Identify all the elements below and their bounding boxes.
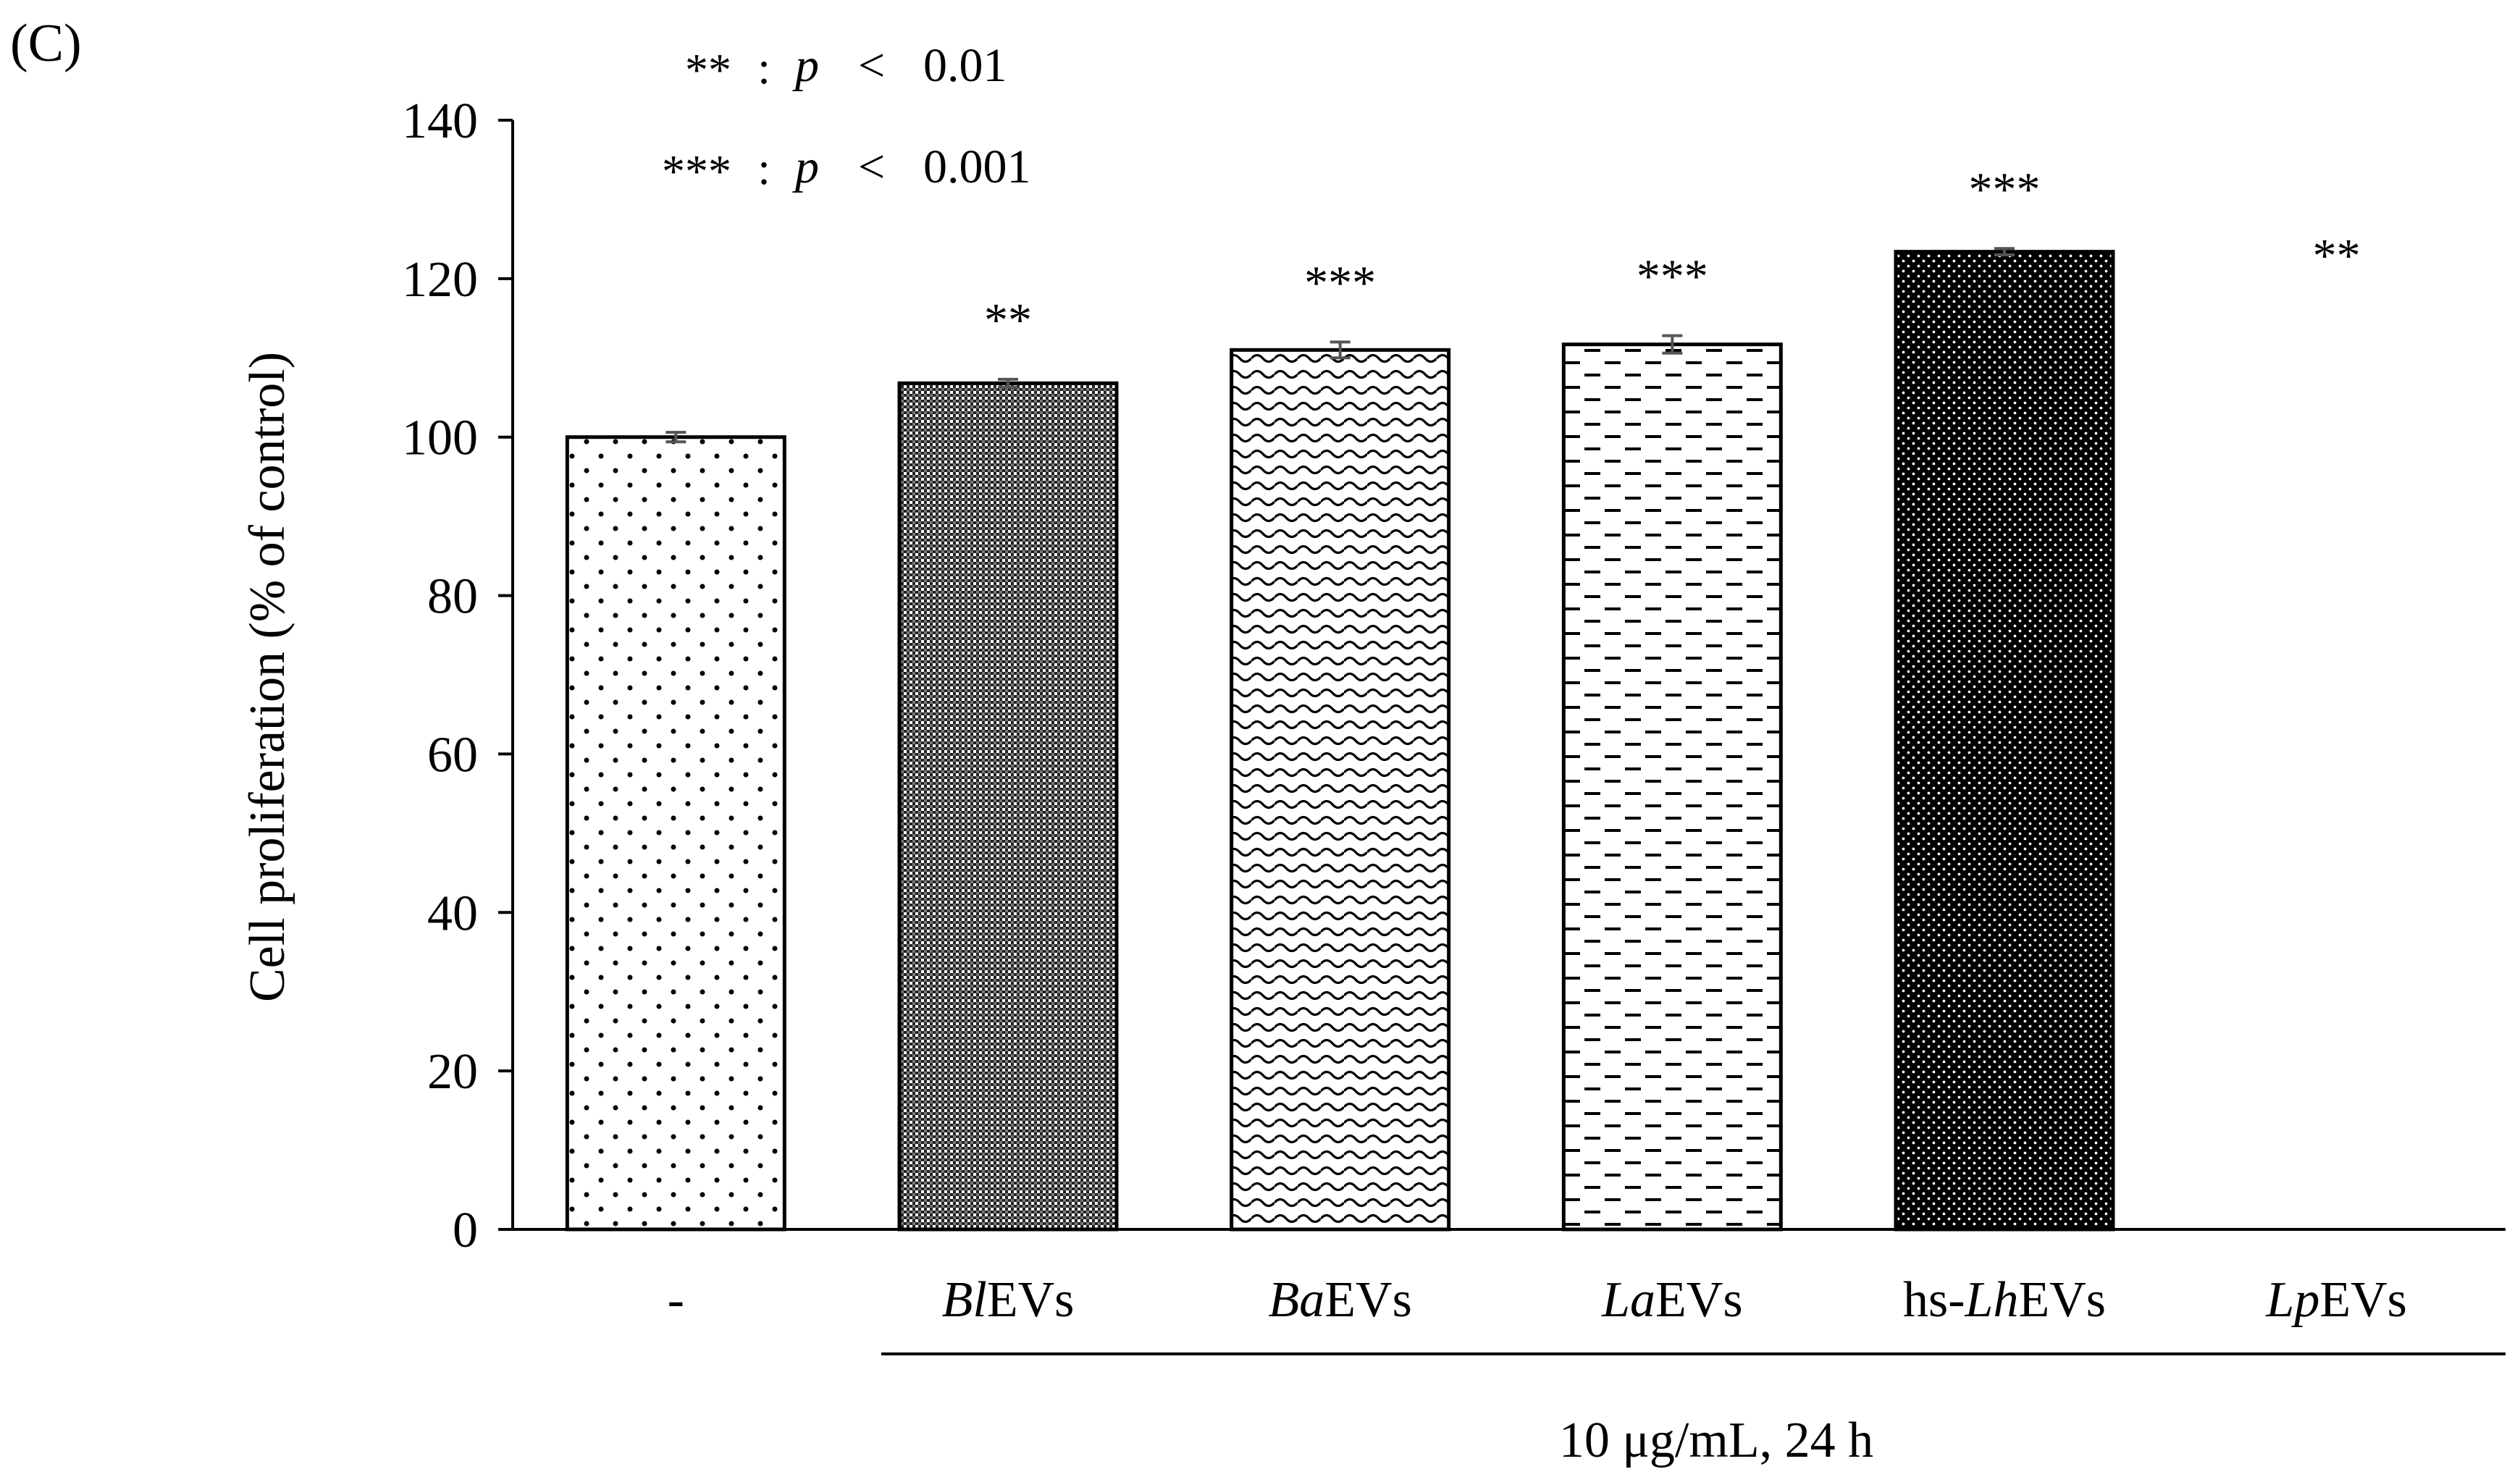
x-tick-label-part: EVs <box>987 1272 1075 1328</box>
y-tick-label: 0 <box>453 1203 478 1258</box>
legend-separator: : <box>757 143 770 194</box>
legend-comparator: < <box>858 39 885 92</box>
y-tick-label: 60 <box>427 727 478 783</box>
legend-entry: *** : p < 0.001 <box>662 140 1031 197</box>
panel-label: (C) <box>10 14 82 73</box>
x-tick-label-part: EVs <box>1324 1272 1412 1328</box>
bar <box>1561 342 1783 1232</box>
significance-label: *** <box>1304 256 1376 309</box>
legend-threshold: 0.001 <box>923 140 1031 193</box>
x-tick-label: BlEVs <box>942 1272 1075 1328</box>
significance-label: ** <box>984 294 1032 347</box>
x-tick-label: LaEVs <box>1601 1272 1743 1328</box>
x-tick-label-part: EVs <box>1655 1272 1743 1328</box>
y-axis-label: Cell proliferation (% of control) <box>240 352 295 1002</box>
bar <box>1230 348 1451 1232</box>
x-tick-label: - <box>668 1272 684 1328</box>
x-tick-labels: - BlEVs BaEVs LaEVs hs-LhEVs LpEVs <box>668 1272 2407 1328</box>
x-tick-label-part: - <box>668 1272 684 1328</box>
bar <box>1894 250 2115 1232</box>
y-tick-label: 40 <box>427 885 478 941</box>
x-axis-label: 10 μg/mL, 24 h <box>1559 1413 1873 1468</box>
significance-label: *** <box>1969 163 2041 216</box>
significance-label: *** <box>1637 251 1708 303</box>
legend-comparator: < <box>858 140 885 193</box>
x-tick-label: hs-LhEVs <box>1903 1272 2106 1328</box>
x-tick-label-part: Ba <box>1269 1272 1325 1328</box>
x-tick-label: LpEVs <box>2265 1272 2407 1328</box>
x-tick-label-part: EVs <box>2319 1272 2407 1328</box>
y-tick-label: 100 <box>402 411 478 466</box>
significance-labels: ***** ******** <box>984 163 2361 347</box>
y-tick-label: 80 <box>427 569 478 625</box>
legend-separator: : <box>757 42 770 93</box>
x-tick-label-part: La <box>1601 1272 1655 1328</box>
legend-p: p <box>792 140 819 193</box>
y-axis: 0 20 40 60 80 100 120 140 <box>402 93 514 1258</box>
x-tick-label-part: Bl <box>942 1272 987 1328</box>
significance-label: ** <box>2313 230 2361 282</box>
y-tick-label: 140 <box>402 93 478 149</box>
bar <box>565 435 786 1232</box>
x-tick-label: BaEVs <box>1269 1272 1412 1328</box>
legend-threshold: 0.01 <box>923 39 1007 92</box>
error-bars <box>665 247 2015 444</box>
x-tick-label-part: Lh <box>1965 1272 2019 1328</box>
legend-stars: *** <box>662 146 731 197</box>
bar <box>897 381 1119 1232</box>
x-tick-label-part: Lp <box>2265 1272 2319 1328</box>
x-tick-label-part: hs- <box>1903 1272 1965 1328</box>
legend-entry: ** : p < 0.01 <box>685 39 1007 96</box>
legend-p: p <box>792 39 819 92</box>
significance-legend: ** : p < 0.01 *** : p < 0.001 <box>662 39 1031 197</box>
legend-stars: ** <box>685 44 731 96</box>
y-tick-label: 20 <box>427 1044 478 1100</box>
bars <box>565 250 2115 1232</box>
x-tick-label-part: EVs <box>2018 1272 2106 1328</box>
y-tick-label: 120 <box>402 252 478 308</box>
